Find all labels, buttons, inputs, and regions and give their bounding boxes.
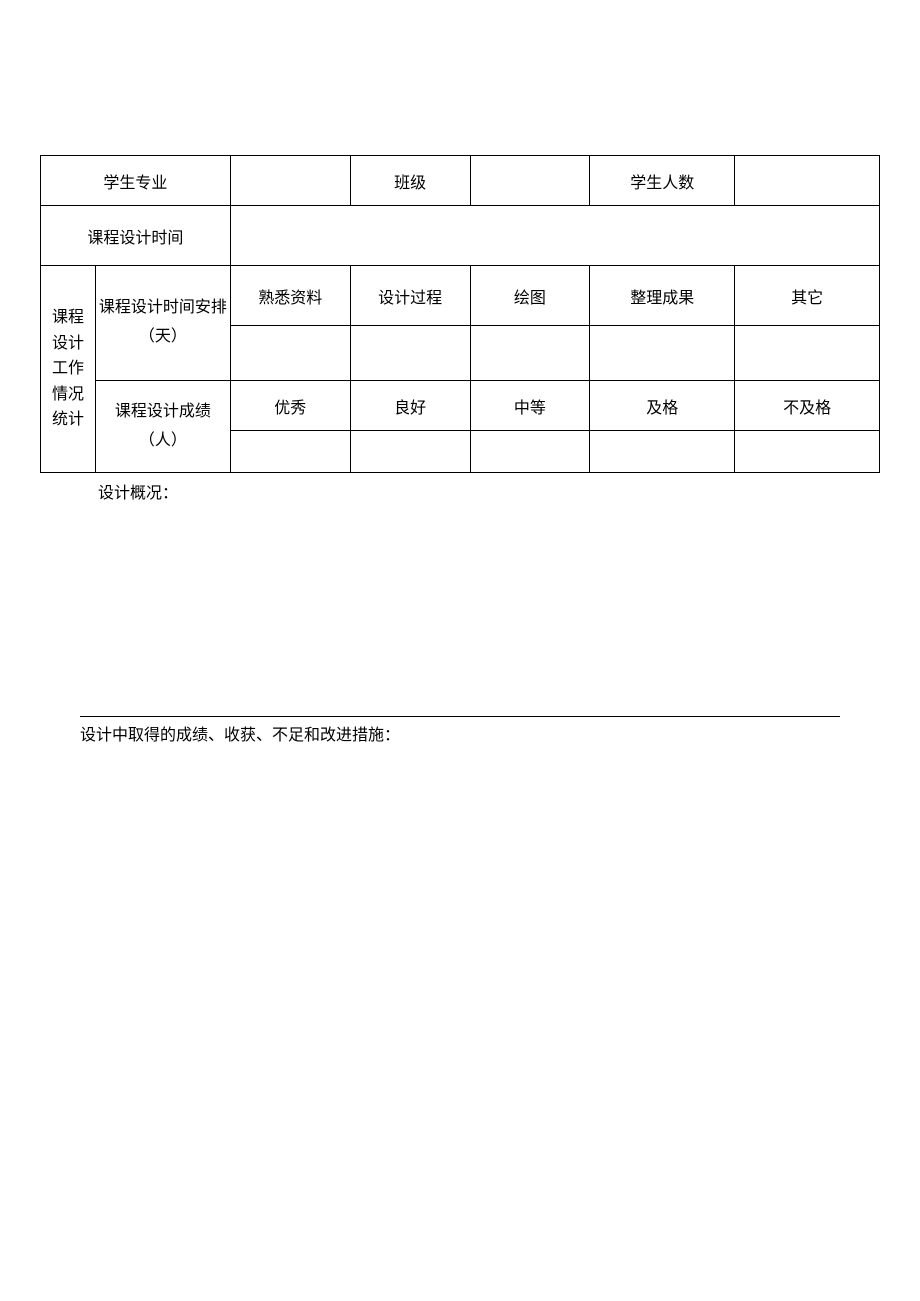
grade-value-2	[470, 431, 590, 473]
student-major-value	[230, 156, 350, 206]
grade-header-2: 中等	[470, 381, 590, 431]
course-time-row: 课程设计时间	[41, 206, 880, 266]
grades-label: 课程设计成绩（人）	[95, 381, 230, 473]
time-header-4: 其它	[735, 266, 880, 326]
time-header-1: 设计过程	[350, 266, 470, 326]
course-time-value	[230, 206, 879, 266]
student-info-row: 学生专业 班级 学生人数	[41, 156, 880, 206]
time-value-3	[590, 326, 735, 381]
time-value-2	[470, 326, 590, 381]
grades-header-row: 课程设计成绩（人） 优秀 良好 中等 及格 不及格	[41, 381, 880, 431]
section-divider	[80, 716, 840, 717]
class-label: 班级	[350, 156, 470, 206]
time-arrangement-label: 课程设计时间安排（天）	[95, 266, 230, 381]
grade-value-4	[735, 431, 880, 473]
time-arrangement-header-row: 课程设计工作情况统计 课程设计时间安排（天） 熟悉资料 设计过程 绘图 整理成果…	[41, 266, 880, 326]
time-value-4	[735, 326, 880, 381]
stats-vertical-header: 课程设计工作情况统计	[41, 266, 96, 473]
course-time-label: 课程设计时间	[41, 206, 231, 266]
student-major-label: 学生专业	[41, 156, 231, 206]
design-overview-label: 设计概况：	[98, 479, 880, 503]
time-header-3: 整理成果	[590, 266, 735, 326]
course-design-table: 学生专业 班级 学生人数 课程设计时间 课程设计工作情况统计 课程设计时间安排（…	[40, 155, 880, 473]
student-count-label: 学生人数	[590, 156, 735, 206]
grade-header-1: 良好	[350, 381, 470, 431]
grade-header-4: 不及格	[735, 381, 880, 431]
grade-header-3: 及格	[590, 381, 735, 431]
time-header-0: 熟悉资料	[230, 266, 350, 326]
student-count-value	[735, 156, 880, 206]
grade-value-3	[590, 431, 735, 473]
class-value	[470, 156, 590, 206]
time-header-2: 绘图	[470, 266, 590, 326]
time-value-1	[350, 326, 470, 381]
grade-value-1	[350, 431, 470, 473]
grade-value-0	[230, 431, 350, 473]
grade-header-0: 优秀	[230, 381, 350, 431]
time-value-0	[230, 326, 350, 381]
achievements-label: 设计中取得的成绩、收获、不足和改进措施：	[80, 721, 880, 745]
